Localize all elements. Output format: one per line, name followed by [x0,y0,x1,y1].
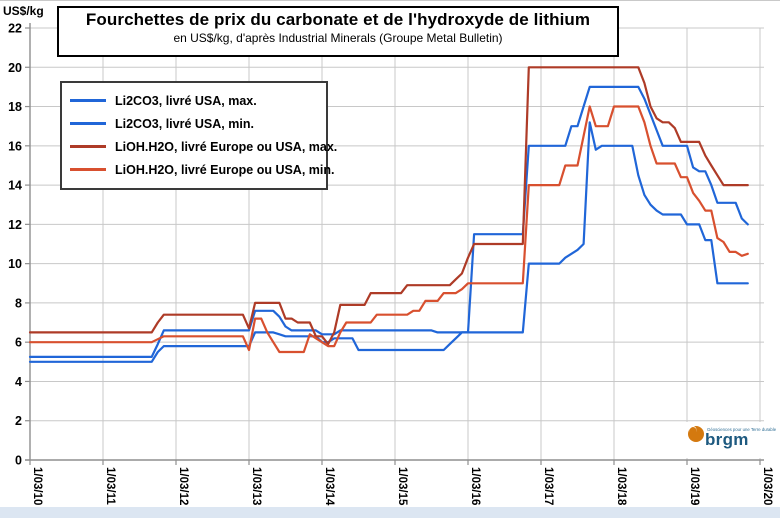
x-tick-label: 1/03/20 [761,467,773,505]
y-tick-label: 14 [8,179,22,193]
x-tick-label: 1/03/17 [542,467,554,505]
x-tick-label: 1/03/12 [177,467,189,505]
legend-label: LiOH.H2O, livré Europe ou USA, min. [115,162,335,177]
legend-item-lioh-min: LiOH.H2O, livré Europe ou USA, min. [70,158,334,181]
x-tick-label: 1/03/16 [469,467,481,505]
y-tick-label: 8 [15,296,22,310]
chart-title: Fourchettes de prix du carbonate et de l… [85,10,591,29]
line-swatch-icon [70,168,106,171]
brgm-tagline: Géosciences pour une Terre durable [707,427,777,432]
legend-item-li2co3-min: Li2CO3, livré USA, min. [70,112,318,135]
x-tick-label: 1/03/19 [688,467,700,505]
chart-subtitle: en US$/kg, d'après Industrial Minerals (… [173,31,503,45]
y-tick-label: 10 [8,257,22,271]
y-tick-label: 4 [15,375,22,389]
y-tick-label: 22 [8,22,22,36]
x-tick-label: 1/03/14 [323,467,335,506]
y-tick-label: 12 [8,218,22,232]
legend: Li2CO3, livré USA, max. Li2CO3, livré US… [60,81,337,190]
y-tick-label: 2 [15,414,22,428]
y-tick-label: 18 [8,100,22,114]
y-tick-label: 0 [15,454,22,468]
legend-item-lioh-max: LiOH.H2O, livré Europe ou USA, max. [70,135,337,158]
y-tick-label: 16 [8,139,22,153]
bottom-strip [0,507,780,518]
line-swatch-icon [70,145,106,148]
legend-item-li2co3-max: Li2CO3, livré USA, max. [70,89,318,112]
y-tick-label: 6 [15,336,22,350]
x-tick-label: 1/03/13 [250,467,262,505]
legend-label: Li2CO3, livré USA, min. [115,116,254,131]
x-tick-label: 1/03/18 [615,467,627,506]
line-swatch-icon [70,122,106,125]
legend-label: Li2CO3, livré USA, max. [115,93,257,108]
chart-title-box: Fourchettes de prix du carbonate et de l… [57,6,619,57]
x-tick-label: 1/03/11 [104,467,116,505]
series-line-1 [28,121,749,363]
series-line-3 [28,105,749,354]
series-line-2 [28,66,749,346]
legend-label: LiOH.H2O, livré Europe ou USA, max. [115,139,338,154]
line-swatch-icon [70,99,106,102]
x-tick-label: 1/03/15 [396,467,408,506]
x-tick-label: 1/03/10 [31,467,43,505]
y-tick-label: 20 [8,61,22,75]
y-axis-unit-label: US$/kg [3,4,44,18]
brgm-logo-text: brgm [705,430,749,449]
series-line-0 [28,85,749,358]
brgm-globe-arc-icon [689,426,697,432]
brgm-logo: Géosciences pour une Terre durable brgm [686,422,776,458]
